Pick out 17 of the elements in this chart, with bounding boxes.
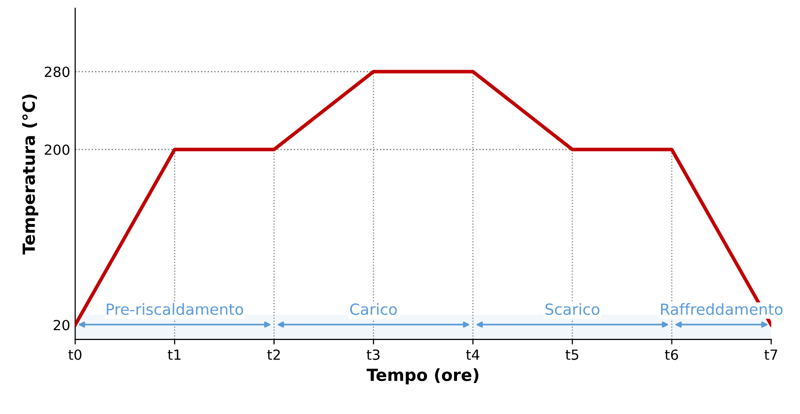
x-tick-label: t1: [168, 350, 180, 360]
band-label: Carico: [350, 303, 397, 315]
y-tick-label: 200: [44, 144, 70, 155]
y-axis-title: Temperatura (°C): [22, 94, 38, 255]
x-tick-label: t6: [665, 349, 678, 360]
x-tick-label: t7: [764, 350, 778, 360]
x-tick-label: t5: [566, 350, 578, 360]
band-label: Pre-riscaldamento: [106, 303, 244, 315]
y-tick-label: 20: [54, 320, 70, 330]
x-tick-label: t3: [366, 349, 380, 360]
band-label: Raffreddamento: [661, 303, 783, 315]
y-tick-label: 280: [44, 66, 70, 78]
x-tick-label: t4: [466, 350, 480, 360]
x-tick-label: t0: [68, 349, 82, 360]
x-tick-label: t2: [267, 349, 280, 360]
band-label: Scarico: [545, 303, 600, 315]
x-axis-title: Tempo (ore): [366, 368, 478, 384]
